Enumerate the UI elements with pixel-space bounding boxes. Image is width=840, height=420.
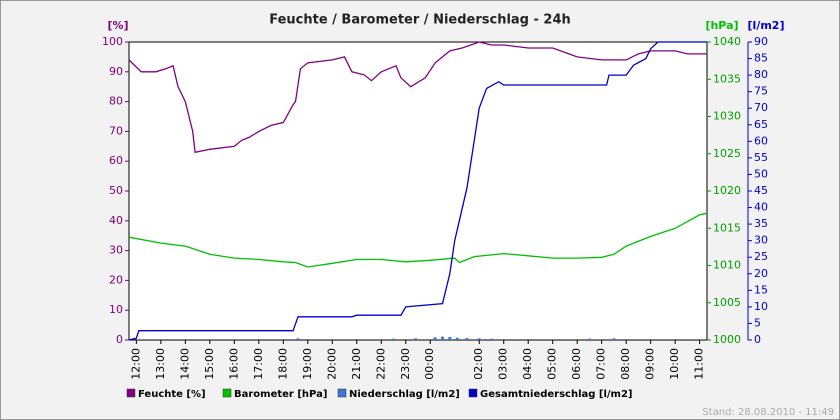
bar — [489, 338, 493, 340]
tick-label: 25 — [754, 250, 768, 263]
x-tick-label: 00:00 — [423, 348, 436, 380]
legend-label: Gesamtniederschlag [l/m2] — [480, 389, 633, 400]
tick-label: 35 — [754, 217, 768, 230]
tick-label: 45 — [754, 184, 768, 197]
x-tick-label: 08:00 — [619, 348, 632, 380]
bar — [414, 338, 418, 340]
bar — [392, 338, 396, 340]
bar — [455, 337, 459, 340]
legend-label: Barometer [hPa] — [234, 389, 327, 400]
line-series — [128, 41, 707, 154]
x-tick-label: 20:00 — [325, 348, 338, 380]
timestamp: Stand: 28.08.2010 - 11:49 — [702, 407, 834, 418]
tick-label: 5 — [754, 316, 761, 329]
y3-axis-label: [l/m2] — [748, 19, 785, 32]
tick-label: 50 — [109, 184, 123, 197]
x-tick-label: 17:00 — [252, 348, 265, 380]
tick-label: 40 — [754, 201, 768, 214]
tick-label: 60 — [754, 134, 768, 147]
tick-label: 100 — [102, 35, 123, 48]
tick-label: 70 — [754, 101, 768, 114]
tick-label: 1035 — [713, 72, 741, 85]
x-tick-label: 12:00 — [129, 348, 142, 380]
bar — [465, 338, 469, 340]
tick-label: 60 — [109, 154, 123, 167]
tick-label: 20 — [754, 267, 768, 280]
x-tick-label: 21:00 — [350, 348, 363, 380]
bar — [433, 337, 437, 340]
x-tick-label: 14:00 — [178, 348, 191, 380]
tick-label: 50 — [754, 167, 768, 180]
tick-label: 75 — [754, 85, 768, 98]
tick-label: 85 — [754, 52, 768, 65]
tick-label: 80 — [109, 95, 123, 108]
x-tick-label: 07:00 — [595, 348, 608, 380]
tick-label: 1015 — [713, 221, 741, 234]
x-tick-label: 23:00 — [399, 348, 412, 380]
legend-swatch — [468, 388, 478, 398]
tick-label: 15 — [754, 283, 768, 296]
tick-label: 90 — [754, 35, 768, 48]
x-tick-label: 06:00 — [570, 348, 583, 380]
tick-label: 0 — [116, 333, 123, 346]
bar — [477, 338, 481, 340]
tick-label: 1030 — [713, 110, 741, 123]
x-tick-label: 10:00 — [668, 348, 681, 380]
x-tick-label: 11:00 — [693, 348, 706, 380]
tick-label: 0 — [754, 333, 761, 346]
legend-label: Niederschlag [l/m2] — [349, 389, 460, 400]
x-tick-label: 09:00 — [644, 348, 657, 380]
tick-label: 10 — [109, 303, 123, 316]
bar — [612, 338, 616, 340]
tick-label: 55 — [754, 151, 768, 164]
y-axis-label: [%] — [107, 19, 128, 32]
legend-swatch — [126, 388, 136, 398]
tick-label: 1005 — [713, 296, 741, 309]
tick-label: 65 — [754, 118, 768, 131]
tick-label: 1010 — [713, 259, 741, 272]
bar — [587, 338, 591, 340]
tick-label: 70 — [109, 124, 123, 137]
tick-label: 30 — [754, 234, 768, 247]
tick-label: 90 — [109, 65, 123, 78]
x-tick-label: 02:00 — [472, 348, 485, 380]
x-tick-label: 19:00 — [301, 348, 314, 380]
tick-label: 1020 — [713, 184, 741, 197]
tick-label: 10 — [754, 300, 768, 313]
tick-label: 80 — [754, 68, 768, 81]
line-series — [128, 212, 708, 268]
x-tick-label: 05:00 — [546, 348, 559, 380]
plot-area — [128, 41, 708, 341]
x-tick-label: 18:00 — [276, 348, 289, 380]
x-tick-label: 04:00 — [521, 348, 534, 380]
x-tick-label: 13:00 — [154, 348, 167, 380]
tick-label: 1025 — [713, 147, 741, 160]
legend-swatch — [337, 388, 347, 398]
legend-label: Feuchte [%] — [138, 389, 206, 400]
chart-title: Feuchte / Barometer / Niederschlag - 24h — [269, 13, 571, 28]
x-tick-label: 15:00 — [203, 348, 216, 380]
x-tick-label: 22:00 — [374, 348, 387, 380]
x-tick-label: 16:00 — [227, 348, 240, 380]
line-series — [128, 41, 707, 341]
tick-label: 1040 — [713, 35, 741, 48]
tick-label: 20 — [109, 273, 123, 286]
bar — [296, 338, 300, 340]
legend-swatch — [222, 388, 232, 398]
x-tick-label: 03:00 — [497, 348, 510, 380]
tick-label: 40 — [109, 214, 123, 227]
bar — [448, 337, 452, 340]
tick-label: 30 — [109, 244, 123, 257]
bar — [440, 336, 444, 340]
y2-axis-label: [hPa] — [705, 19, 738, 32]
tick-label: 1000 — [713, 333, 741, 346]
